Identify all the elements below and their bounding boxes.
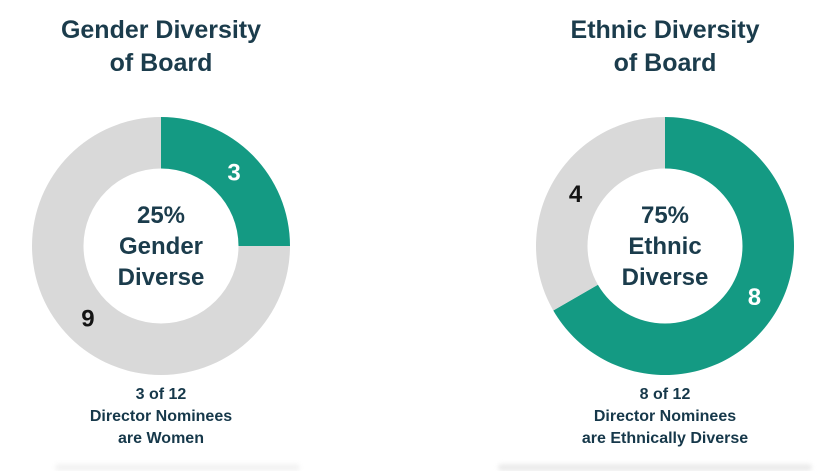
donut-slice-count-label: 9 [81,306,94,333]
gender-caption-line3: are Women [118,430,204,447]
gender-donut-chart: 39 [32,117,290,375]
gender-chart-caption: 3 of 12 Director Nominees are Women [90,384,232,450]
ethnic-chart-title: Ethnic Diversity of Board [571,14,760,80]
donut-slice-count-label: 8 [748,284,761,311]
gender-chart-title-line2: of Board [109,49,213,77]
donut-slice-count-label: 4 [569,181,583,208]
cropped-artifact-right [498,464,812,471]
ethnic-chart-title-line2: of Board [613,49,717,77]
gender-chart-title: Gender Diversity of Board [61,14,261,80]
donut-slice [553,117,794,375]
donut-slice-count-label: 3 [227,159,240,186]
gender-chart-title-line1: Gender Diversity [60,16,262,44]
ethnic-caption-line2: Director Nominees [593,408,737,425]
donut-slice [536,117,665,311]
ethnic-caption-line3: are Ethnically Diverse [581,430,749,447]
ethnic-donut-chart: 84 [536,117,794,375]
donut-slice [161,117,290,246]
ethnic-caption-line1: 8 of 12 [639,386,691,403]
donut-slice [32,117,290,375]
gender-caption-line2: Director Nominees [89,408,233,425]
cropped-artifact-left [55,464,300,471]
ethnic-chart-caption: 8 of 12 Director Nominees are Ethnically… [582,384,748,450]
ethnic-chart-title-line1: Ethnic Diversity [570,16,760,44]
gender-caption-line1: 3 of 12 [135,386,187,403]
